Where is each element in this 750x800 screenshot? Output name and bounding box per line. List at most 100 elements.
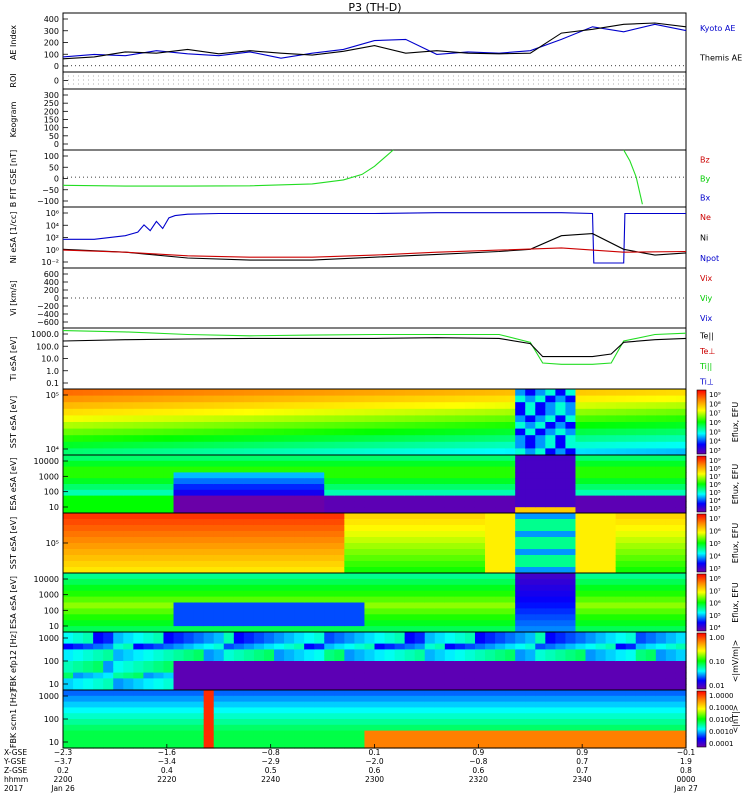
panel-fbk-e-cell (464, 684, 476, 691)
panel-sst-i-cell (424, 525, 436, 532)
panel-esa-i-cell (294, 573, 305, 580)
panel-fbk-b-cell (655, 730, 667, 737)
panel-sst-i-cell (354, 531, 366, 538)
panel-sst-e-cell (263, 448, 275, 456)
panel-sst-i-cell (143, 549, 155, 556)
panel-sst-i-cell (304, 525, 315, 532)
panel-esa-i-cell (545, 608, 556, 615)
panel-sst-e-cell (253, 448, 265, 456)
panel-sst-e-cell (665, 389, 677, 397)
panel-fbk-b-cell (474, 713, 486, 720)
panel-esa-i-cell (123, 620, 134, 627)
panel-esa-i-cell (464, 602, 476, 609)
panel-fbk-b-cell (103, 701, 114, 708)
panel-esa-e-cell (575, 501, 587, 508)
panel-fbk-b-cell (394, 701, 406, 708)
panel-ti-ytick-label: 1.0 (46, 367, 59, 376)
panel-esa-i-cell (525, 614, 536, 621)
panel-sst-e-cell (334, 408, 345, 416)
x-axis-tick-label: −3.7 (54, 757, 72, 766)
panel-esa-e-ytick-label: 100 (44, 488, 59, 497)
panel-fbk-e-cell (314, 666, 325, 674)
panel-fbk-b-cell (183, 736, 195, 743)
panel-fbk-b-cell (314, 701, 325, 708)
panel-fbk-e-cell (424, 672, 436, 679)
panel-esa-i-cell (183, 602, 195, 609)
panel-sst-e-cell (203, 441, 215, 449)
panel-fbk-e-cell (615, 655, 627, 662)
panel-esa-i-cell (424, 626, 436, 633)
panel-esa-e-cell (605, 489, 617, 497)
panel-sst-e-cell (565, 422, 577, 430)
panel-esa-i-cell (545, 626, 556, 633)
panel-fbk-e-cell (223, 655, 235, 662)
panel-esa-i-cell (655, 614, 667, 621)
panel-fbk-e-cell (374, 672, 386, 679)
panel-esa-i-cell (193, 584, 205, 592)
panel-esa-i-cell (535, 573, 546, 580)
panel-fbk-b-cell (474, 690, 486, 697)
panel-sst-i-cell (263, 567, 275, 574)
panel-sst-i-cell (183, 531, 195, 538)
panel-ti-legend-entry: Ti⊥ (699, 377, 714, 386)
panel-sst-i-cell (464, 519, 476, 526)
panel-esa-i-cell (515, 614, 526, 621)
panel-sst-i-cell (334, 561, 345, 568)
panel-fbk-b-cell (464, 719, 476, 726)
panel-fbk-b-cell (495, 742, 506, 749)
panel-esa-e-cell (404, 489, 416, 497)
panel-fbk-e-cell (274, 661, 285, 668)
panel-esa-e-cell (143, 489, 155, 497)
panel-fbk-b-cell (414, 742, 426, 749)
panel-esa-e-cell (424, 484, 436, 491)
panel-sst-e-cell (384, 435, 396, 443)
panel-esa-e-cell (615, 466, 627, 473)
panel-esa-e-cell (143, 501, 155, 508)
panel-sst-i-cell (424, 549, 436, 556)
panel-fbk-e-cell (83, 672, 94, 679)
panel-esa-e-cell (505, 507, 516, 514)
panel-bfit-ytick-label: −50 (42, 186, 59, 195)
panel-fbk-e-cell (434, 649, 446, 656)
panel-fbk-b-cell (193, 724, 205, 732)
panel-sst-i-cell (615, 531, 627, 538)
panel-sst-e-cell (464, 408, 476, 416)
panel-sst-e-cell (253, 422, 265, 430)
panel-esa-i-cell (635, 590, 647, 598)
panel-esa-e-cell (434, 495, 446, 502)
panel-sst-i-cell (83, 567, 94, 574)
panel-sst-e-cell (655, 389, 667, 397)
panel-esa-i-cell (535, 596, 546, 604)
panel-esa-i-cell (263, 614, 275, 621)
panel-sst-i-cell (193, 519, 205, 526)
panel-sst-i-cell (565, 555, 577, 562)
panel-sst-e-cell (213, 389, 225, 397)
panel-fbk-e-cell (133, 655, 144, 662)
panel-esa-i-cell (464, 620, 476, 627)
panel-fbk-b-cell (263, 713, 275, 720)
panel-sst-e-cell (354, 389, 366, 397)
panel-sst-e-cell (565, 389, 577, 397)
panel-esa-e-cell (485, 489, 496, 497)
panel-esa-i-cell (143, 626, 155, 633)
panel-fbk-b-cell (213, 713, 225, 720)
panel-fbk-b-cell (615, 695, 627, 703)
panel-fbk-e-cell (374, 632, 386, 639)
panel-sst-i-cell (404, 561, 416, 568)
panel-esa-i-cell (444, 573, 456, 580)
panel-esa-i-cell (253, 602, 265, 609)
panel-esa-i-cell (414, 614, 426, 621)
panel-esa-e-cell (485, 478, 496, 485)
panel-fbk-e-cell (515, 678, 526, 685)
panel-esa-i-cell (203, 578, 215, 586)
panel-esa-e-cell (615, 489, 627, 497)
panel-esa-e-cell (73, 466, 84, 473)
panel-esa-i-cell (123, 614, 134, 621)
panel-esa-e-cell (525, 501, 536, 508)
panel-sst-e-cell (304, 402, 315, 410)
panel-fbk-e-cell (545, 637, 556, 645)
panel-sst-e-cell (364, 415, 376, 423)
panel-sst-e-cell (294, 395, 305, 403)
panel-fbk-b-cell (334, 742, 345, 749)
panel-fbk-b-cell (655, 690, 667, 697)
